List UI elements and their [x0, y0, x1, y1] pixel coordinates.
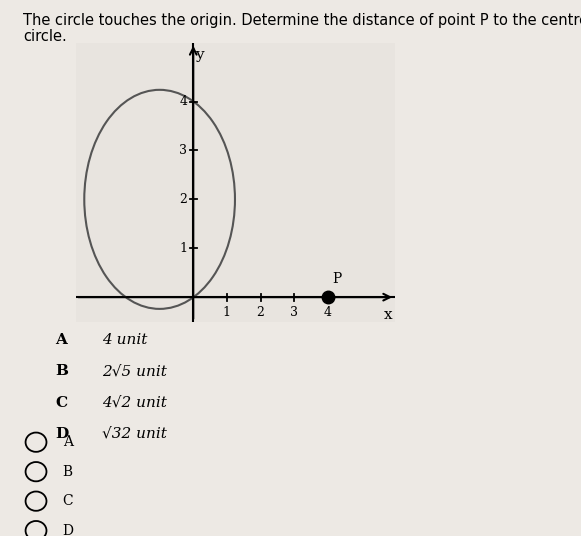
Text: 3: 3	[290, 306, 298, 319]
Text: circle.: circle.	[23, 29, 67, 44]
Text: 3: 3	[179, 144, 187, 157]
Text: P: P	[332, 272, 341, 286]
Text: B: B	[63, 465, 73, 479]
Text: 4: 4	[179, 95, 187, 108]
Text: The circle touches the origin. Determine the distance of point P to the centre o: The circle touches the origin. Determine…	[23, 13, 581, 28]
Text: 2: 2	[257, 306, 264, 319]
Text: 1: 1	[223, 306, 231, 319]
Text: A: A	[55, 333, 67, 347]
Text: 2: 2	[180, 193, 187, 206]
Text: 1: 1	[179, 242, 187, 255]
Text: √32 unit: √32 unit	[102, 427, 167, 441]
Text: 2√5 unit: 2√5 unit	[102, 364, 167, 378]
Text: D: D	[55, 427, 69, 441]
Text: x: x	[384, 308, 393, 322]
Text: A: A	[63, 435, 73, 449]
Text: 4 unit: 4 unit	[102, 333, 147, 347]
Text: 4√2 unit: 4√2 unit	[102, 396, 167, 410]
Text: C: C	[63, 494, 73, 508]
Text: B: B	[55, 364, 68, 378]
Text: D: D	[63, 524, 74, 536]
Text: 4: 4	[324, 306, 332, 319]
Text: C: C	[55, 396, 67, 410]
Text: y: y	[195, 48, 203, 62]
